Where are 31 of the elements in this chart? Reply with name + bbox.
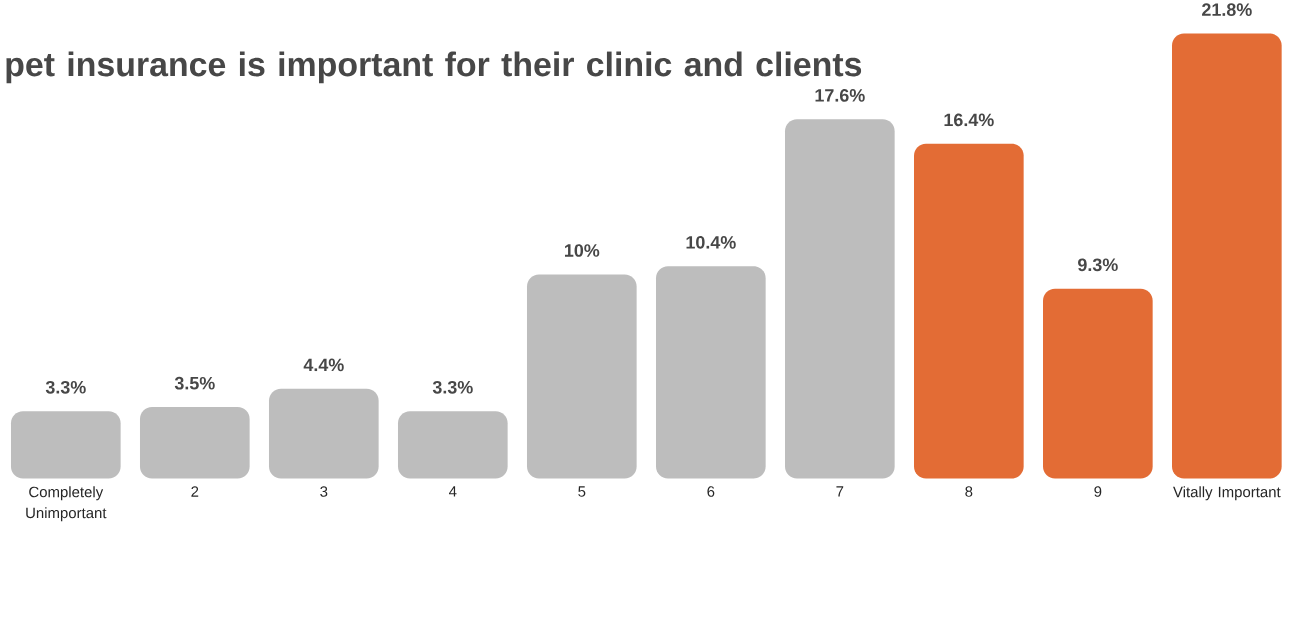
- x-tick-label: 5: [578, 486, 586, 497]
- x-tick-label: 4: [449, 486, 457, 497]
- x-tick-label: 9: [1094, 486, 1102, 497]
- data-label: 4.4%: [303, 358, 344, 371]
- data-label: 16.4%: [944, 113, 994, 127]
- x-tick-label: Vitally Important: [1173, 486, 1281, 501]
- bar: [785, 119, 895, 479]
- x-tick-label: 6: [707, 486, 715, 497]
- data-label: 21.8%: [1202, 3, 1252, 16]
- data-label: 17.6%: [815, 88, 865, 102]
- data-label: 3.5%: [174, 376, 215, 390]
- bar: [397, 410, 508, 479]
- bar: [139, 406, 250, 479]
- bar: [655, 266, 766, 479]
- x-tick-label: 7: [836, 486, 844, 497]
- x-tick-label: Completely Unimportant: [26, 486, 107, 521]
- bar: [1043, 288, 1153, 479]
- data-label: 9.3%: [1078, 258, 1118, 271]
- bar: [914, 143, 1024, 479]
- x-tick-label: 2: [191, 486, 199, 497]
- data-label: 3.3%: [432, 380, 473, 394]
- bar: [268, 388, 379, 479]
- data-label: 10.4%: [686, 235, 736, 249]
- bar: [1172, 33, 1282, 479]
- data-label: 3.3%: [45, 380, 86, 394]
- bar: [10, 410, 121, 479]
- bar: [526, 274, 637, 479]
- x-tick-label: 3: [320, 486, 328, 497]
- chart-title: pet insurance is important for their clinic and clients: [6, 51, 862, 83]
- x-tick-label: 8: [965, 486, 973, 497]
- data-label: 10%: [565, 243, 600, 257]
